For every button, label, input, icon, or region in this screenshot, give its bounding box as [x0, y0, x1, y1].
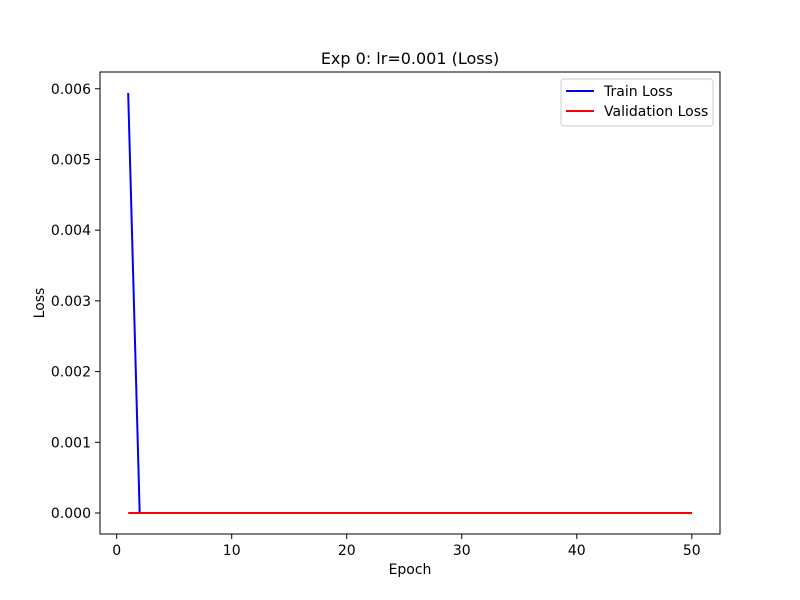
legend: Train Loss Validation Loss	[560, 78, 714, 127]
x-tick-label: 10	[223, 543, 241, 559]
axes-frame	[99, 71, 721, 535]
y-tick-label: 0.004	[51, 223, 91, 239]
plot-area	[99, 71, 721, 535]
y-tick-label: 0.005	[51, 152, 91, 168]
legend-label-train-loss: Train Loss	[603, 84, 673, 100]
y-tick-label: 0.001	[51, 435, 91, 451]
series-lines	[127, 92, 692, 514]
y-axis-label: Loss	[32, 288, 48, 319]
x-tick-label: 0	[112, 543, 121, 559]
x-tick-label: 40	[568, 543, 586, 559]
y-tick-label: 0.006	[51, 82, 91, 98]
chart-title: Exp 0: lr=0.001 (Loss)	[321, 49, 499, 68]
legend-label-validation-loss: Validation Loss	[604, 104, 708, 120]
y-tick-label: 0.003	[51, 294, 91, 310]
x-tick-label: 50	[683, 543, 701, 559]
y-tick-label: 0.002	[51, 365, 91, 381]
x-tick-label: 30	[453, 543, 471, 559]
y-tick-label: 0.000	[51, 506, 91, 522]
legend-box	[560, 78, 714, 127]
y-axis-ticks: 0.000 0.001 0.002 0.003 0.004 0.005 0.006	[51, 82, 100, 522]
x-tick-label: 20	[338, 543, 356, 559]
x-axis-label: Epoch	[389, 562, 432, 578]
x-axis-ticks: 0 10 20 30 40 50	[112, 534, 701, 559]
